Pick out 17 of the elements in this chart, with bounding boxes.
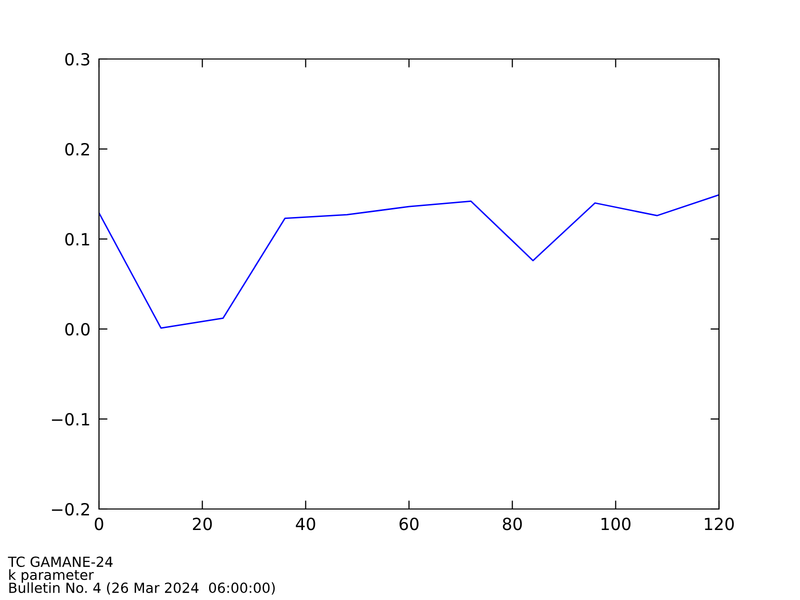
- x-tick-label: 20: [192, 518, 212, 530]
- x-tick-label: 40: [296, 518, 316, 530]
- text: TC GAMANE-24: [8, 556, 113, 568]
- text: k parameter: [9, 569, 94, 583]
- x-tick-label: 100: [602, 518, 630, 530]
- line-series: [99, 194, 719, 329]
- y-tick-label: −0.2: [52, 502, 89, 516]
- x-tick-label: 0: [94, 518, 104, 530]
- y-tick-label: 0.1: [65, 232, 90, 246]
- text: Bulletin No. 4 (26 Mar 2024 06:00:00): [9, 582, 275, 595]
- y-tick-label: 0.0: [65, 322, 90, 336]
- y-tick-label: 0.3: [65, 52, 90, 66]
- x-tick-label: 80: [502, 518, 522, 530]
- x-tick-label: 60: [400, 518, 418, 530]
- x-tick-label: 120: [704, 518, 734, 530]
- y-tick-label: 0.2: [65, 142, 89, 156]
- y-tick-label: −0.1: [52, 412, 90, 426]
